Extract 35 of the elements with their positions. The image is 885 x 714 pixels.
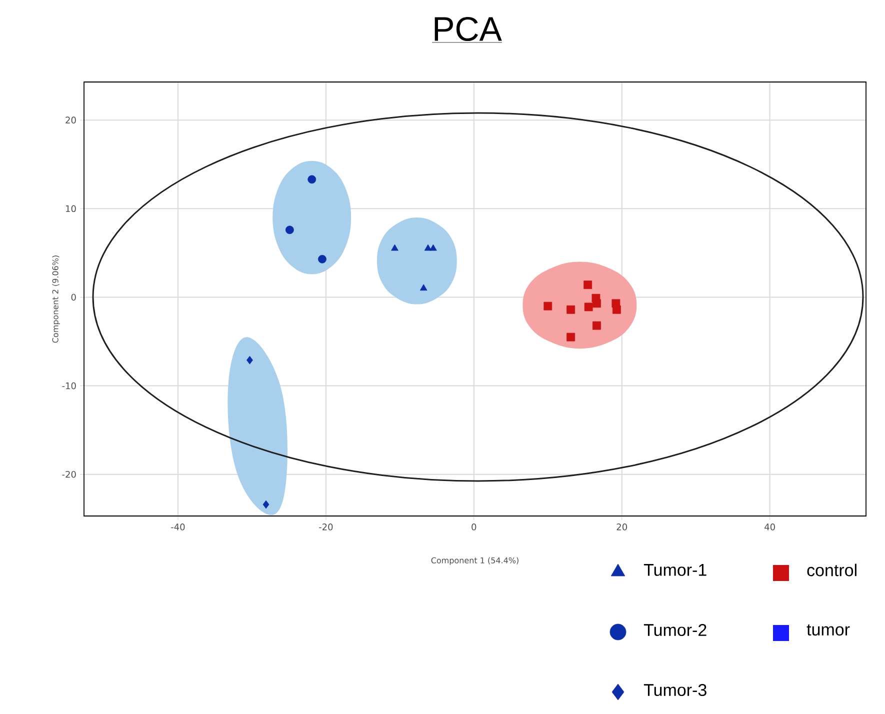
point [391, 244, 398, 251]
point [318, 254, 326, 264]
y-tick-label: 10 [66, 205, 76, 212]
y-tick-label: -10 [62, 382, 76, 390]
legend-label: Tumor-1 [644, 564, 706, 576]
x-tick-label: -20 [319, 524, 333, 530]
point [584, 280, 592, 290]
y-axis-title: Component 2 (9.06%) [52, 256, 60, 343]
point [592, 299, 601, 308]
point [592, 321, 601, 330]
y-tick-label: 0 [71, 294, 76, 301]
chart-title: PCA [434, 16, 502, 42]
x-tick-label: -40 [171, 524, 185, 530]
legend-label: tumor [806, 624, 850, 636]
legend-label: Tumor-3 [644, 684, 706, 696]
y-tick-label: -20 [62, 470, 76, 478]
legend-label: control [807, 564, 856, 576]
point [424, 244, 432, 251]
point [420, 284, 428, 291]
point [566, 332, 576, 342]
x-tick-label: 40 [764, 524, 775, 530]
y-tick-label: 20 [66, 116, 76, 124]
point [262, 500, 270, 509]
point [544, 302, 552, 310]
point [246, 356, 253, 364]
point [612, 305, 621, 314]
x-tick-label: 0 [472, 524, 476, 530]
x-axis-title: Component 1 (54.4%) [431, 557, 518, 565]
point [584, 302, 593, 312]
legend-label: Tumor-2 [644, 624, 706, 636]
x-tick-label: 20 [616, 524, 627, 530]
point [285, 226, 294, 234]
point [308, 175, 316, 184]
point [566, 305, 576, 314]
point [430, 244, 437, 251]
